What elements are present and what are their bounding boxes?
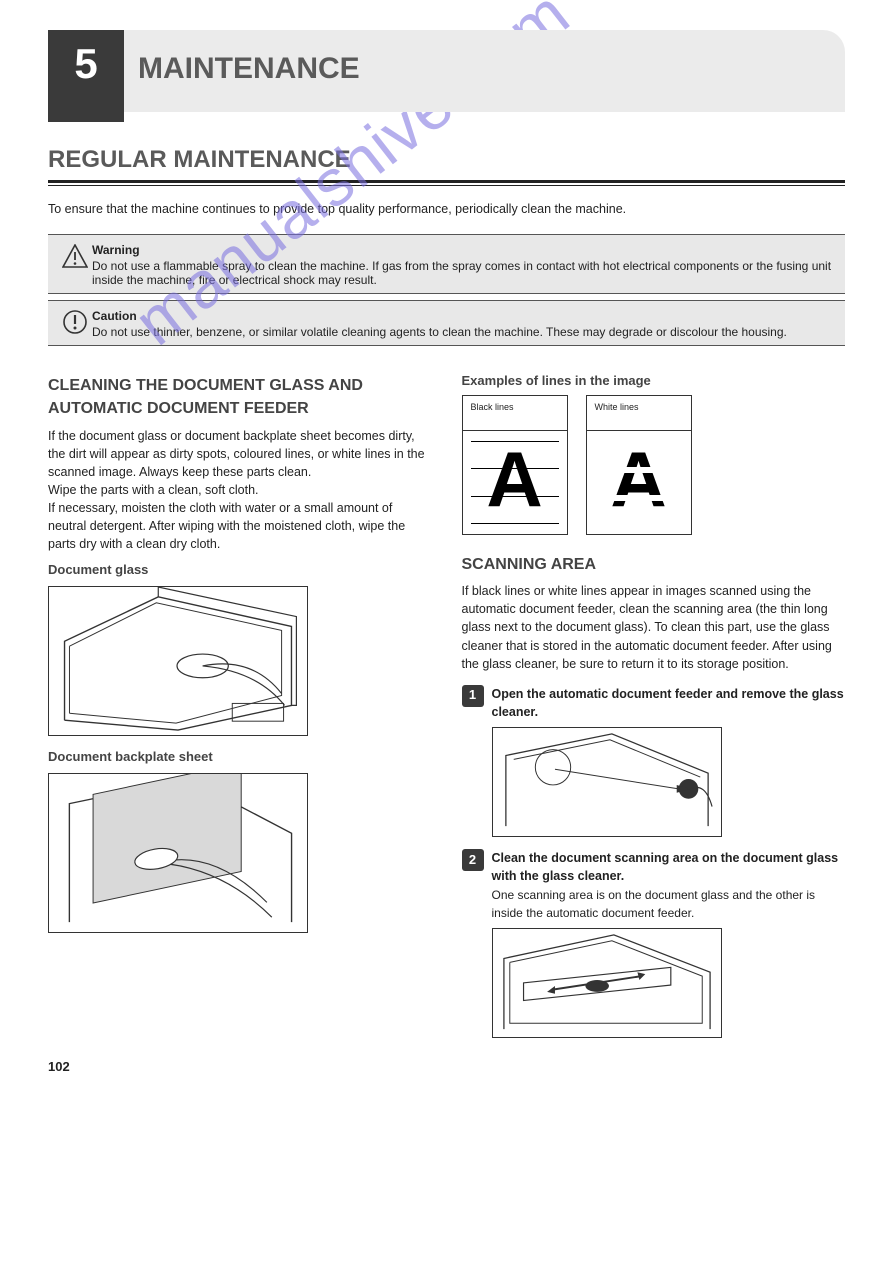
scan-area-body: If black lines or white lines appear in … [462,582,846,673]
sample-white-lines: White lines A [586,395,692,535]
cleaning-body: If the document glass or document backpl… [48,427,432,554]
caution-box: Caution Do not use thinner, benzene, or … [48,300,845,346]
section-intro: To ensure that the machine continues to … [48,200,845,218]
caution-text: Do not use thinner, benzene, or similar … [92,325,835,339]
doc-glass-label: Document glass [48,561,432,580]
lines-heading: Examples of lines in the image [462,372,846,391]
step2-sub: One scanning area is on the document gla… [492,887,846,922]
left-column: CLEANING THE DOCUMENT GLASS AND AUTOMATI… [48,364,432,1050]
caution-label: Caution [92,309,835,323]
cleaning-heading: CLEANING THE DOCUMENT GLASS AND AUTOMATI… [48,374,432,420]
doc-glass-illustration [48,586,308,736]
double-rule [48,180,845,186]
caution-icon [58,307,92,337]
step1-num: 1 [462,685,484,707]
backplate-label: Document backplate sheet [48,748,432,767]
step2-num: 2 [462,849,484,871]
step1-text: Open the automatic document feeder and r… [492,685,846,721]
warning-label: Warning [92,243,835,257]
step2-text: Clean the document scanning area on the … [492,849,846,885]
warning-box: Warning Do not use a flammable spray to … [48,234,845,294]
warning-text: Do not use a flammable spray to clean th… [92,259,835,287]
sample-left-label: Black lines [471,402,559,428]
warning-icon [58,241,92,271]
section-title: REGULAR MAINTENANCE [48,146,845,174]
step1-illustration [492,727,722,837]
right-column: Examples of lines in the image Black lin… [462,364,846,1050]
chapter-header: 5 MAINTENANCE [48,30,845,122]
page-number: 102 [48,1059,70,1074]
chapter-number: 5 [48,40,124,88]
scan-area-heading: SCANNING AREA [462,553,846,576]
step2-illustration [492,928,722,1038]
backplate-illustration [48,773,308,933]
white-stripes [595,425,683,537]
sample-black-lines: Black lines A [462,395,568,535]
chapter-title: MAINTENANCE [138,52,360,86]
